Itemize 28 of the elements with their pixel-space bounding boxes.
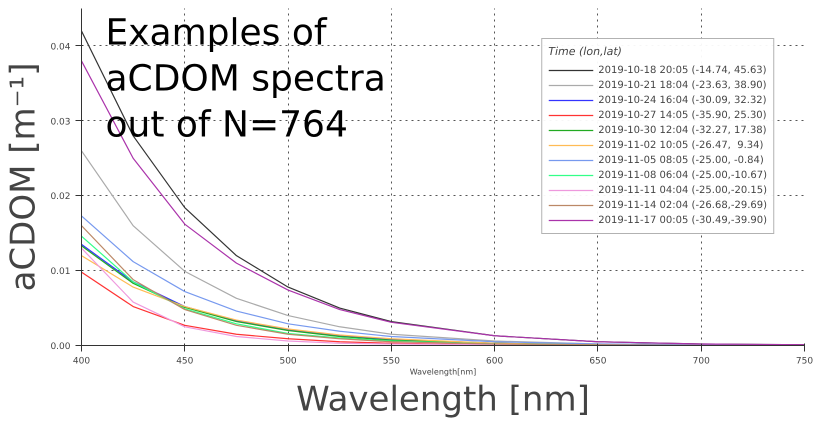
x-tick-label: 400: [72, 356, 90, 366]
y-tick-label: 0.03: [50, 117, 71, 128]
x-tick-label: 450: [176, 356, 194, 366]
legend-label: 2019-10-30 12:04 (-32.27, 17.38): [598, 124, 767, 137]
legend-label: 2019-11-02 10:05 (-26.47, 9.34): [598, 138, 764, 152]
y-tick-label: 0.01: [50, 267, 71, 278]
x-tick-label: 700: [692, 356, 710, 366]
x-tick-label: 650: [589, 356, 607, 366]
y-tick-label: 0.02: [50, 192, 71, 202]
text: Wavelength[nm]: [410, 368, 476, 376]
legend-label: 2019-10-24 16:04 (-30.09, 32.32): [598, 94, 767, 107]
legend-label: 2019-11-14 02:04 (-26.68,-29.69): [598, 198, 767, 212]
legend-label: 2019-11-05 08:05 (-25.00, -0.84): [598, 154, 764, 167]
legend-label: 2019-11-17 00:05 (-30.49,-39.90): [598, 214, 767, 227]
x-tick-label: 750: [796, 356, 813, 366]
x-tick-label: 550: [382, 356, 400, 366]
legend-label: 2019-10-18 20:05 (-14.74, 45.63): [598, 64, 767, 77]
legend-label: 2019-11-08 06:04 (-25.00,-10.67): [598, 168, 767, 182]
y-axis-title: aCDOM [m⁻¹]: [3, 62, 44, 292]
legend-label: 2019-10-27 14:05 (-35.90, 25.30): [598, 108, 767, 122]
x-tick-label: 600: [486, 356, 504, 366]
x-axis-title: Wavelength [nm]: [296, 380, 590, 420]
legend-label: 2019-10-21 18:04 (-23.63, 38.90): [598, 78, 767, 92]
y-tick-label: 0.04: [50, 42, 71, 52]
y-tick-label: 0.00: [50, 342, 71, 352]
legend-label: 2019-11-11 04:04 (-25.00,-20.15): [598, 184, 767, 197]
legend-title: Time (lon,lat): [548, 45, 623, 58]
x-tick-label: 500: [279, 356, 297, 366]
